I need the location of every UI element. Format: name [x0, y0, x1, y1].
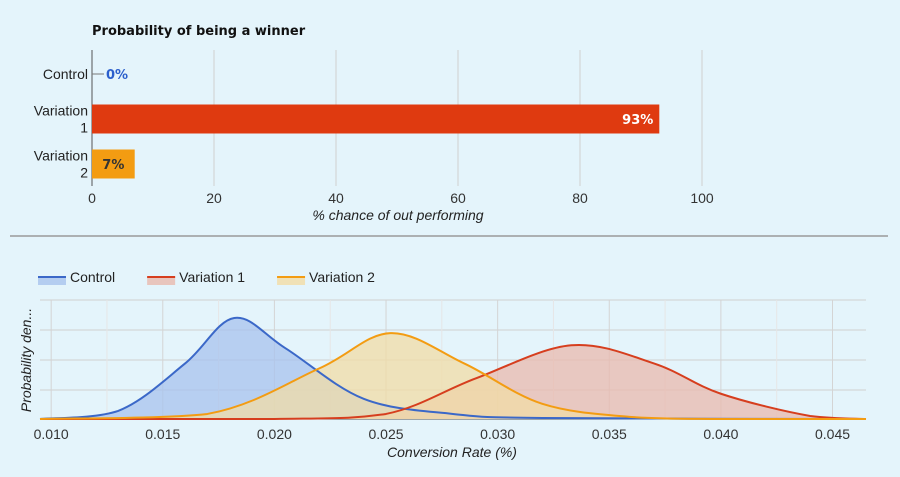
legend[interactable]: Control Variation 1 Variation 2 — [38, 269, 375, 285]
density-area — [40, 317, 866, 419]
bar-data-label: 7% — [102, 158, 124, 173]
density-line — [39, 332, 866, 421]
bottom-x-tick: 0.015 — [145, 426, 180, 442]
legend-label: Control — [70, 269, 115, 285]
top-x-tick: 20 — [206, 190, 222, 206]
bar[interactable] — [92, 149, 135, 179]
bottom-x-tick: 0.010 — [34, 426, 69, 442]
top-x-tick: 40 — [328, 190, 344, 206]
legend-item[interactable]: Variation 1 — [147, 269, 245, 285]
bottom-x-tick: 0.030 — [480, 426, 515, 442]
bottom-x-tick: 0.045 — [815, 426, 850, 442]
bottom-y-axis-label: Probability den... — [18, 308, 34, 412]
bar-data-label: 93% — [622, 113, 653, 128]
bottom-x-ticks: 0.010 0.015 0.020 0.025 0.030 0.035 0.040 0.045 — [34, 426, 851, 442]
top-x-tick: 0 — [88, 190, 96, 206]
density-area — [40, 344, 866, 419]
category-label: Variation — [34, 148, 88, 164]
category-label: Control — [43, 66, 88, 82]
bar-data-label: 0% — [106, 68, 128, 83]
density-line — [39, 316, 867, 420]
top-bars: 0% 93% 7% — [92, 68, 660, 179]
bottom-x-tick: 0.020 — [257, 426, 292, 442]
legend-label: Variation 1 — [179, 269, 245, 285]
bar[interactable] — [92, 104, 660, 134]
bottom-x-tick: 0.040 — [703, 426, 738, 442]
category-label: 2 — [80, 165, 88, 181]
bottom-x-tick: 0.035 — [592, 426, 627, 442]
top-x-tick: 60 — [450, 190, 466, 206]
density-area — [40, 333, 866, 419]
legend-swatch — [147, 277, 176, 285]
bottom-x-tick: 0.025 — [369, 426, 404, 442]
top-x-tick: 80 — [572, 190, 588, 206]
legend-item[interactable]: Variation 2 — [277, 269, 375, 285]
category-label: 1 — [80, 120, 88, 136]
top-x-ticks: 0 20 40 60 80 100 — [88, 190, 714, 206]
bottom-x-axis-label: Conversion Rate (%) — [387, 444, 517, 460]
category-label: Variation — [34, 103, 88, 119]
top-x-axis-label: % chance of out performing — [312, 207, 483, 223]
legend-label: Variation 2 — [309, 269, 375, 285]
density-areas — [39, 316, 867, 421]
legend-item[interactable]: Control — [38, 269, 115, 285]
legend-swatch — [277, 277, 306, 285]
density-line — [40, 343, 867, 420]
chart-title: Probability of being a winner — [92, 24, 306, 39]
legend-swatch — [38, 277, 66, 285]
top-x-tick: 100 — [690, 190, 714, 206]
